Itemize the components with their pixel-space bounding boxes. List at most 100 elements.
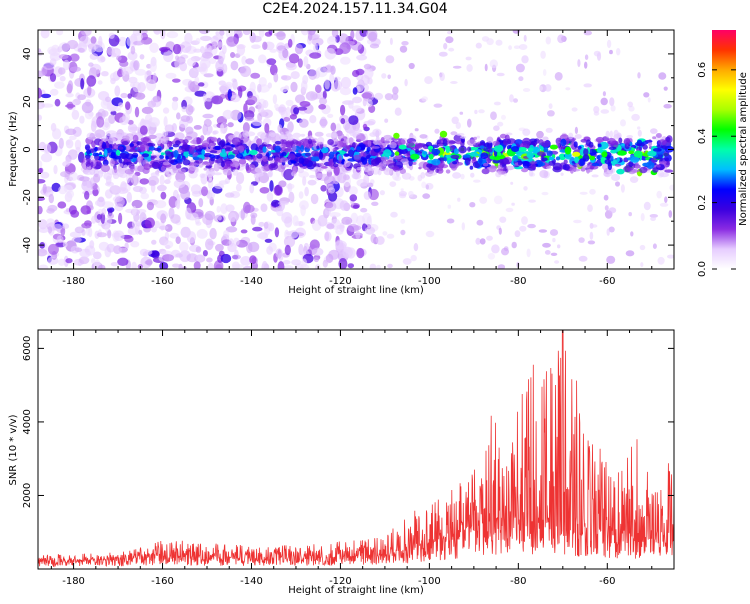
- spectrogram-cell: [503, 140, 508, 146]
- spectrogram-cell: [151, 226, 157, 233]
- spectrogram-cell: [335, 227, 344, 235]
- spectrogram-cell: [137, 165, 146, 173]
- spectrogram-cell: [46, 218, 55, 228]
- spectrogram-cell: [89, 240, 95, 249]
- spectrogram-cell: [132, 134, 139, 142]
- spectrogram-cell: [101, 110, 109, 117]
- spectrogram-cell: [158, 225, 169, 230]
- spectrogram-cell: [148, 146, 155, 151]
- spectrogram-cell: [132, 185, 143, 193]
- spectrogram-cell: [100, 157, 104, 162]
- spectrogram-cell: [113, 155, 122, 160]
- spectrogram-cell: [142, 251, 148, 257]
- spectrogram-cell: [87, 85, 92, 96]
- spectrogram-cell: [199, 30, 210, 35]
- spectrogram-cell: [608, 207, 617, 214]
- spectrogram-cell: [617, 150, 627, 156]
- spectrogram-cell: [656, 190, 662, 199]
- spectrogram-cell: [146, 70, 152, 76]
- spectrogram-cell: [126, 191, 132, 203]
- spectrogram-cell: [273, 185, 283, 196]
- snr-x-ticks: -180 -160 -140 -120 -100 -80 -60: [50, 330, 675, 587]
- spectrogram-cell: [159, 174, 165, 186]
- spectrogram-cell: [554, 260, 560, 264]
- spectrogram-cell: [560, 138, 567, 147]
- spectrogram-cell: [470, 172, 475, 178]
- spectrogram-cell: [119, 116, 130, 126]
- spectrogram-cell: [163, 50, 174, 63]
- spectrogram-cell: [230, 52, 236, 58]
- spectrogram-cell: [339, 200, 349, 211]
- spectrogram-cell: [199, 173, 205, 179]
- spectrogram-cell: [38, 70, 45, 77]
- spectrogram-cells: [38, 30, 674, 269]
- spectrogram-cell: [218, 55, 224, 65]
- spectrogram-cell: [101, 144, 107, 149]
- spectrogram-cell: [133, 60, 140, 71]
- spectrogram-cell: [343, 246, 351, 254]
- spectrogram-y-ticks: -40 -20 0 20 40: [22, 29, 674, 270]
- spectrogram-cell: [492, 140, 500, 147]
- spectrogram-cell: [38, 159, 43, 170]
- spectrogram-cell: [232, 149, 240, 155]
- spectrogram-cell: [57, 201, 67, 209]
- spectrogram-cell: [38, 179, 46, 184]
- spectrogram-cell: [300, 80, 308, 93]
- spectrogram-cell: [71, 236, 82, 243]
- spectrogram-cell: [315, 168, 319, 177]
- spectrogram-cell: [252, 155, 257, 162]
- spectrogram-cell: [484, 141, 493, 149]
- spectrogram-cell: [644, 139, 653, 143]
- spectrogram-cell: [667, 254, 674, 259]
- spectrogram-cell: [508, 45, 512, 50]
- spectrogram-cell: [175, 164, 182, 169]
- spectrogram-cell: [298, 221, 304, 227]
- spectrogram-cell: [38, 167, 43, 174]
- spectrogram-cell: [283, 168, 295, 181]
- spectrogram-cell: [528, 199, 536, 203]
- spectrogram-cell: [309, 115, 317, 124]
- x-tick-label: -180: [62, 276, 85, 287]
- spectrogram-cell: [201, 143, 210, 148]
- spectrogram-cell: [38, 101, 45, 110]
- spectrogram-cell: [97, 170, 104, 178]
- spectrogram-cell: [242, 130, 250, 138]
- spectrogram-cell: [280, 146, 287, 151]
- spectrogram-cell: [625, 167, 633, 171]
- spectrogram-cell: [160, 152, 165, 156]
- spectrogram-cell: [606, 154, 611, 161]
- spectrogram-cell: [591, 174, 599, 178]
- spectrogram-cell: [390, 211, 398, 218]
- spectrogram-cell: [292, 166, 297, 175]
- spectrogram-cell: [589, 155, 596, 161]
- spectrogram-cell: [311, 37, 324, 46]
- spectrogram-cell: [664, 196, 668, 203]
- spectrogram-cell: [586, 168, 593, 173]
- spectrogram-cell: [130, 45, 136, 55]
- spectrogram-cell: [542, 69, 547, 76]
- spectrogram-cell: [340, 76, 351, 89]
- spectrogram-cell: [85, 160, 91, 167]
- spectrogram-cell: [72, 126, 82, 137]
- spectrogram-cell: [497, 164, 503, 170]
- spectrogram-cell: [362, 98, 367, 107]
- spectrogram-cell: [237, 85, 247, 92]
- spectrogram-cell: [65, 93, 74, 98]
- spectrogram-cell: [224, 161, 234, 165]
- spectrogram-cell: [443, 42, 448, 50]
- colorbar: 0.0 0.2 0.4 0.6 Normalized spectral amplitu…: [697, 30, 749, 277]
- spectrogram-cell: [510, 181, 514, 185]
- spectrogram-cell: [180, 115, 191, 122]
- spectrogram-cell: [148, 129, 155, 136]
- spectrogram-cell: [431, 158, 441, 166]
- spectrogram-cell: [359, 30, 368, 37]
- spectrogram-cell: [652, 136, 657, 140]
- spectrogram-cell: [481, 168, 490, 175]
- spectrogram-cell: [46, 208, 55, 214]
- spectrogram-cell: [249, 183, 255, 194]
- spectrogram-cell: [442, 138, 448, 147]
- spectrogram-cell: [484, 63, 488, 72]
- spectrogram-cell: [475, 237, 481, 245]
- spectrogram-cell: [307, 138, 313, 145]
- spectrogram-cell: [385, 55, 395, 64]
